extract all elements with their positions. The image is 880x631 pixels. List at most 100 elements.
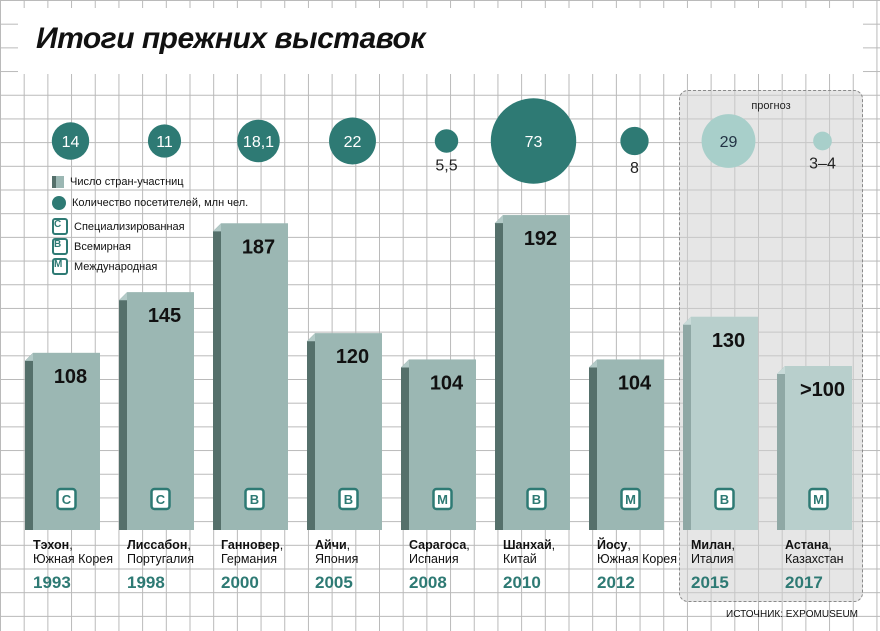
bar-value-label: 187 (242, 236, 275, 258)
bar (503, 215, 570, 530)
year-label: 2008 (409, 573, 447, 592)
visitor-value-label: 73 (525, 134, 543, 151)
legend-badge-c: С (52, 218, 68, 235)
type-badge-label: В (250, 492, 259, 507)
city-block: Лиссабон, Португалия 1998 (127, 538, 219, 592)
type-badge (338, 487, 359, 511)
type-badge-label: С (62, 492, 72, 507)
city-block: Тэхон, Южная Корея 1993 (33, 538, 125, 592)
legend-type-b: В Всемирная (52, 238, 131, 255)
city-name: Лиссабон (127, 538, 188, 552)
visitor-value-label: 5,5 (435, 158, 457, 175)
header-panel (18, 8, 863, 74)
visitor-circle (701, 114, 756, 168)
source-note: ИСТОЧНИК: EXPOMUSEUM (726, 609, 858, 620)
bar-value-label: 120 (336, 346, 369, 368)
legend-type-c-label: Специализированная (74, 220, 185, 233)
legend-type-m-label: Международная (74, 260, 158, 273)
year-label: 2012 (597, 573, 635, 592)
legend-circle-swatch (52, 196, 66, 210)
visitor-value-label: 22 (344, 134, 362, 151)
country-name: Италия (691, 552, 734, 566)
bar-value-label: 192 (524, 228, 557, 250)
city-name: Шанхай (503, 538, 552, 552)
bar-side (589, 359, 597, 530)
forecast-label: прогноз (751, 100, 791, 112)
city-name: Айчи (315, 538, 347, 552)
city-block: Шанхай, Китай 2010 (503, 538, 595, 592)
country-name: Испания (409, 552, 459, 566)
city-name: Тэхон (33, 538, 70, 552)
visitor-value-label: 11 (156, 134, 173, 151)
visitor-circle (147, 124, 182, 158)
visitor-circle (813, 131, 832, 151)
visitor-value-label: 18,1 (243, 134, 274, 151)
legend-badge-m: М (52, 258, 68, 275)
visitor-circle (620, 126, 649, 156)
type-badge (526, 487, 547, 511)
city-block: Ганновер, Германия 2000 (221, 538, 313, 592)
chart-title: Итоги прежних выставок (36, 22, 426, 55)
type-badge (808, 487, 829, 511)
visitor-value-label: 3–4 (809, 155, 836, 172)
legend-type-m: М Международная (52, 258, 157, 275)
country-name: Китай (503, 552, 537, 566)
year-label: 2005 (315, 573, 353, 592)
city-block: Милан, Италия 2015 (691, 538, 783, 592)
bar-value-label: 145 (148, 305, 181, 327)
country-name: Португалия (127, 552, 195, 566)
city-block: Сарагоса, Испания 2008 (409, 538, 501, 592)
bar-side (495, 215, 503, 530)
country-name: Южная Корея (597, 552, 677, 566)
type-badge (150, 487, 171, 511)
year-label: 2015 (691, 573, 729, 592)
city-name: Йосу (597, 538, 628, 552)
type-badge (714, 487, 735, 511)
type-badge-label: М (437, 492, 448, 507)
year-label: 2017 (785, 573, 823, 592)
type-badge-label: М (813, 492, 824, 507)
country-name: Южная Корея (33, 552, 113, 566)
city-name: Сарагоса (409, 538, 467, 552)
year-label: 1998 (127, 573, 165, 592)
type-badge (244, 487, 265, 511)
visitor-value-label: 29 (720, 134, 738, 151)
bar-value-label: 108 (54, 366, 87, 388)
city-name: Милан (691, 538, 732, 552)
bar-side (213, 223, 221, 530)
type-badge-label: В (532, 492, 541, 507)
year-label: 1993 (33, 573, 71, 592)
bar-side (119, 292, 127, 530)
country-name: Япония (315, 552, 359, 566)
type-badge-label: М (625, 492, 636, 507)
country-name: Казахстан (785, 552, 844, 566)
visitor-value-label: 8 (630, 160, 639, 177)
bar-value-label: >100 (800, 379, 845, 401)
year-label: 2000 (221, 573, 259, 592)
bar-value-label: 104 (430, 372, 464, 394)
type-badge (620, 487, 641, 511)
bar (221, 223, 288, 530)
city-block: Йосу, Южная Корея 2012 (597, 538, 689, 592)
country-name: Германия (221, 552, 278, 566)
city-name: Ганновер (221, 538, 280, 552)
visitor-circle (434, 129, 459, 153)
type-badge-label: С (156, 492, 166, 507)
visitor-circle (329, 117, 376, 165)
bar-side (777, 366, 785, 530)
legend-visitors-label: Количество посетителей, млн чел. (72, 197, 249, 209)
type-badge-label: В (720, 492, 729, 507)
legend-badge-b: В (52, 238, 68, 255)
bar-side (401, 359, 409, 530)
legend-countries: Число стран-участниц (52, 176, 184, 188)
visitor-circle (237, 119, 280, 163)
type-badge (56, 487, 77, 511)
visitor-value-label: 14 (62, 134, 80, 151)
bar-side (683, 316, 691, 530)
year-label: 2010 (503, 573, 541, 592)
type-badge (432, 487, 453, 511)
city-block: Астана, Казахстан 2017 (785, 538, 877, 592)
legend-visitors: Количество посетителей, млн чел. (52, 196, 248, 210)
bar-value-label: 130 (712, 330, 745, 352)
